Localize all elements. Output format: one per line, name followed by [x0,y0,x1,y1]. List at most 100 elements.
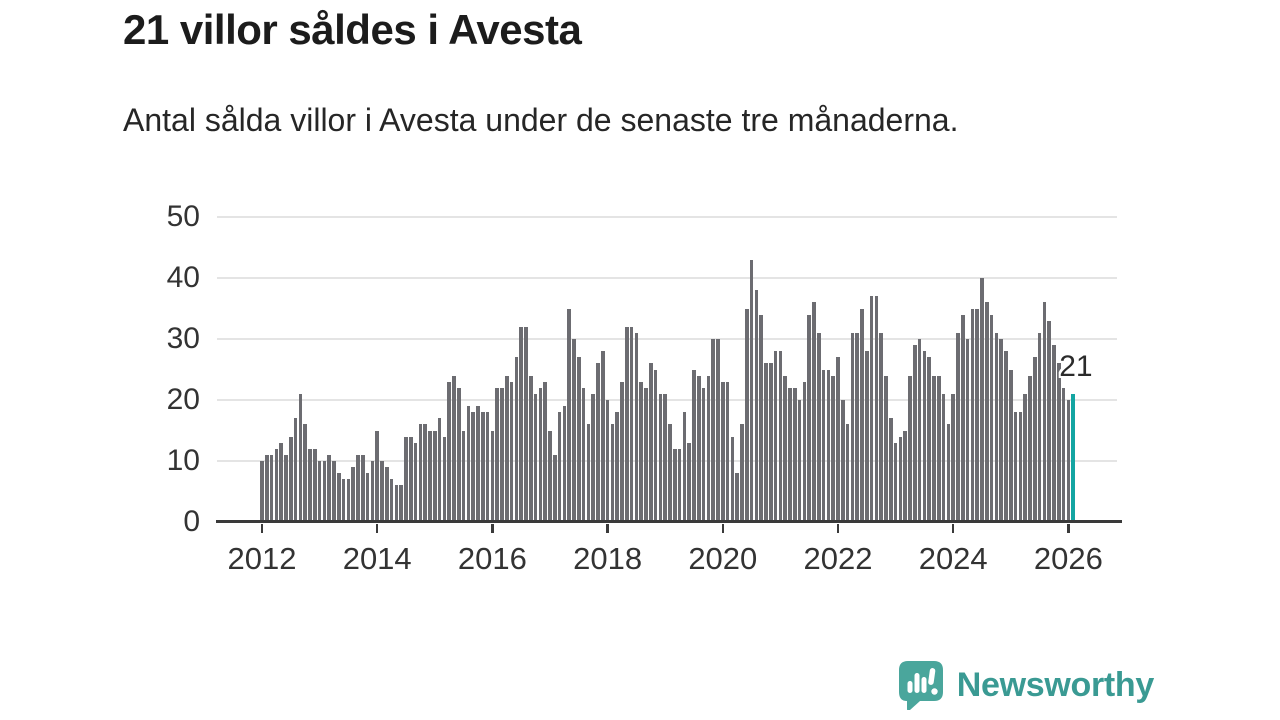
bar [644,387,648,522]
bar [298,393,303,522]
bar [1037,332,1042,522]
bar [836,357,840,522]
bar [807,314,812,522]
bar [725,381,730,522]
x-axis-tick-mark [260,524,264,533]
bar [572,339,576,522]
bar [332,461,336,522]
bar [692,369,696,522]
bar [869,296,874,522]
bar [317,461,322,522]
bar [380,461,384,522]
newsworthy-logo: Newsworthy [898,660,1154,710]
bar [956,332,960,522]
bar [720,381,725,522]
bar [432,430,437,522]
bar [855,332,860,522]
bar [970,308,975,522]
bar-chart-plot-area [217,216,1117,522]
bar [783,375,788,522]
bar [922,351,927,522]
bar [994,332,999,522]
bar [447,381,452,522]
bar [528,375,533,522]
bar [629,326,634,522]
x-axis-tick-label: 2022 [803,541,873,576]
highlighted-latest-bar [1071,393,1076,522]
bar [274,448,279,522]
gridline-y-40 [217,277,1117,279]
bar [605,400,610,522]
bar [509,381,514,522]
bar [917,339,922,522]
bar [538,387,543,522]
bar [394,485,399,522]
bar [946,424,951,522]
bar [1032,357,1037,522]
y-axis-tick-label: 40 [166,261,200,294]
bar [749,259,754,522]
bar [816,332,821,522]
bar [437,418,442,522]
bar [730,436,735,522]
x-axis-tick-label: 2018 [573,541,643,576]
bar [284,454,288,522]
newsworthy-wordmark: Newsworthy [956,665,1155,704]
bar [389,479,394,522]
bar [860,308,864,522]
bar [975,308,980,522]
bar [336,473,341,522]
bar [610,424,615,522]
bar [658,393,663,522]
bar [744,308,749,522]
bar [500,387,504,522]
bar [874,296,879,522]
bar [293,418,298,522]
bar [404,436,408,522]
bar [600,351,605,522]
bar [840,400,845,522]
bar [418,424,423,522]
bar [1018,412,1023,522]
bar [1013,412,1018,522]
bar [893,442,898,522]
bar [1066,400,1071,522]
bar [884,375,888,522]
bar [1008,369,1013,522]
bar [576,357,581,522]
bar [586,424,591,522]
bar [711,339,716,522]
bar [687,442,692,522]
newsworthy-speech-bubble-chart-icon [898,660,944,710]
bar [413,442,418,522]
x-axis-tick-mark [606,524,609,533]
x-axis-tick-label: 2016 [457,541,527,576]
bar [428,430,432,522]
bar [701,387,706,522]
bar [303,424,308,522]
bar [312,448,317,522]
bar [821,369,826,522]
bar [365,473,370,522]
bar [490,430,495,522]
bar [845,424,850,522]
bar [903,430,908,522]
y-axis-tick-label: 0 [183,505,200,538]
bar [1023,393,1028,522]
bar [864,351,869,522]
page-title: 21 villor såldes i Avesta [123,6,582,53]
bar [999,339,1004,522]
bar [831,375,836,522]
bar [1004,351,1008,522]
bar [788,387,792,522]
bar [552,454,557,522]
bar [543,381,548,522]
bar [624,326,629,522]
y-axis-tick-label: 50 [166,200,200,233]
x-axis-tick-mark [375,524,379,533]
bar [826,369,831,522]
bar [615,412,620,522]
gridline-y-30 [217,338,1117,340]
x-axis-tick-mark [491,524,494,533]
bar [1028,375,1032,522]
